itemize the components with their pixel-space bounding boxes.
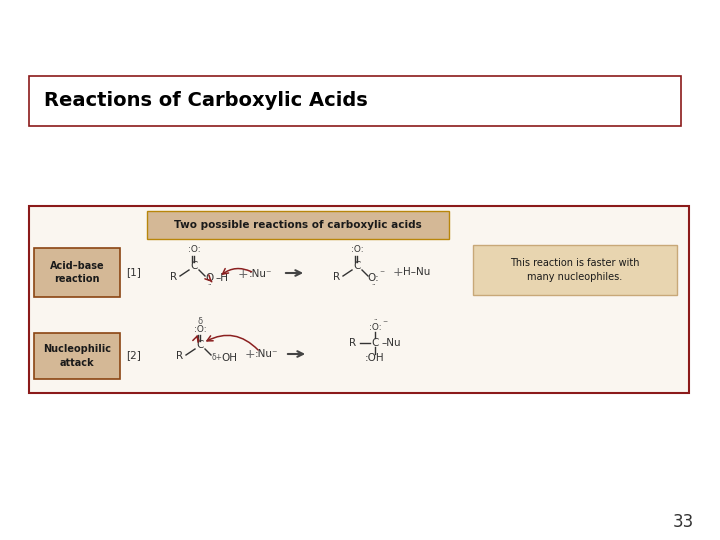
Text: :O:: :O: (194, 325, 207, 334)
FancyBboxPatch shape (34, 333, 120, 379)
Text: Two possible reactions of carboxylic acids: Two possible reactions of carboxylic aci… (174, 220, 422, 230)
Text: δ: δ (197, 318, 202, 327)
Text: R: R (349, 338, 356, 348)
Text: ··: ·· (371, 282, 375, 288)
Text: –H: –H (216, 273, 229, 283)
FancyBboxPatch shape (29, 76, 681, 126)
Text: δ+: δ+ (212, 354, 223, 362)
Text: Nucleophilic
attack: Nucleophilic attack (43, 345, 111, 368)
FancyBboxPatch shape (29, 206, 689, 393)
Text: ··: ·· (207, 282, 211, 288)
Text: :O:: :O: (188, 245, 200, 253)
Text: [2]: [2] (126, 350, 141, 360)
Text: :Nu⁻: :Nu⁻ (256, 349, 279, 359)
Text: C: C (372, 338, 379, 348)
Text: R: R (171, 272, 178, 282)
Text: O:: O: (367, 273, 379, 283)
Text: C: C (190, 261, 198, 271)
FancyBboxPatch shape (473, 245, 677, 295)
Text: C: C (354, 261, 361, 271)
Text: ⁻: ⁻ (382, 319, 387, 329)
Text: :O:: :O: (351, 245, 364, 253)
Text: :OH: :OH (365, 353, 384, 363)
Text: C: C (197, 340, 204, 350)
FancyBboxPatch shape (34, 248, 120, 297)
Text: Reactions of Carboxylic Acids: Reactions of Carboxylic Acids (44, 91, 368, 111)
Text: :Nu⁻: :Nu⁻ (248, 269, 271, 279)
Text: +: + (245, 348, 256, 361)
Text: This reaction is faster with
many nucleophiles.: This reaction is faster with many nucleo… (510, 258, 640, 282)
Text: [1]: [1] (126, 267, 141, 277)
Text: ··: ·· (373, 317, 377, 323)
FancyBboxPatch shape (147, 211, 449, 239)
Text: R: R (333, 272, 341, 282)
Text: –Nu: –Nu (381, 338, 400, 348)
Text: OH: OH (221, 353, 237, 363)
Text: H–Nu: H–Nu (403, 267, 431, 277)
Text: +: + (238, 267, 248, 280)
Text: O: O (205, 273, 213, 283)
Text: Acid–base
reaction: Acid–base reaction (50, 261, 104, 284)
Text: R: R (176, 351, 184, 361)
Text: +: + (392, 266, 403, 279)
Text: :O:: :O: (369, 322, 382, 332)
Text: 33: 33 (672, 513, 693, 531)
Text: ⁻: ⁻ (379, 269, 384, 279)
